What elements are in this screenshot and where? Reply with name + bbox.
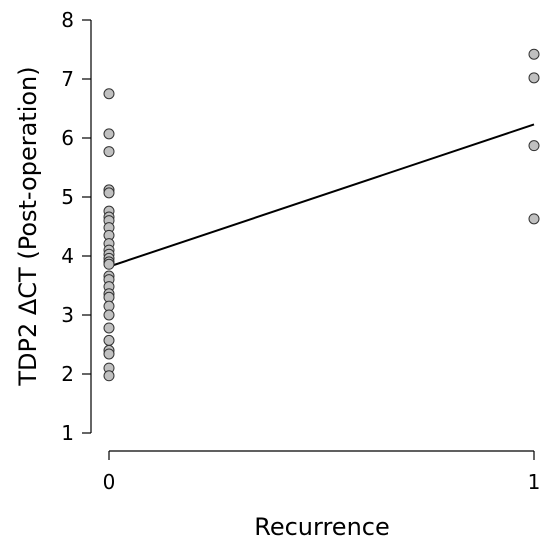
y-tick-label: 1 [61, 421, 74, 445]
y-tick-label: 3 [61, 303, 74, 327]
x-axis-title: Recurrence [254, 513, 390, 541]
regression-line [108, 123, 535, 268]
y-tick-label: 5 [61, 185, 74, 209]
y-axis-title: TDP2 ΔCT (Post-operation) [14, 66, 42, 386]
y-tick-label: 2 [61, 362, 74, 386]
data-point [103, 334, 115, 346]
data-point [103, 348, 115, 360]
y-tick-label: 4 [61, 244, 74, 268]
y-tick-label: 8 [61, 8, 74, 32]
data-point [103, 258, 115, 270]
data-point [103, 187, 115, 199]
data-point [103, 128, 115, 140]
data-point [103, 146, 115, 158]
y-axis: 1 2 3 4 5 6 7 8 [61, 8, 92, 445]
data-point [528, 48, 540, 60]
data-point [103, 370, 115, 382]
data-point [103, 322, 115, 334]
data-point [103, 88, 115, 100]
data-point [528, 140, 540, 152]
data-point [528, 72, 540, 84]
x-tick-label: 1 [528, 470, 541, 494]
data-point [103, 309, 115, 321]
y-tick-label: 6 [61, 126, 74, 150]
fit-line-layer [108, 123, 535, 268]
data-point [528, 213, 540, 225]
x-tick-label: 0 [103, 470, 116, 494]
y-tick-label: 7 [61, 67, 74, 91]
data-points [103, 48, 540, 382]
